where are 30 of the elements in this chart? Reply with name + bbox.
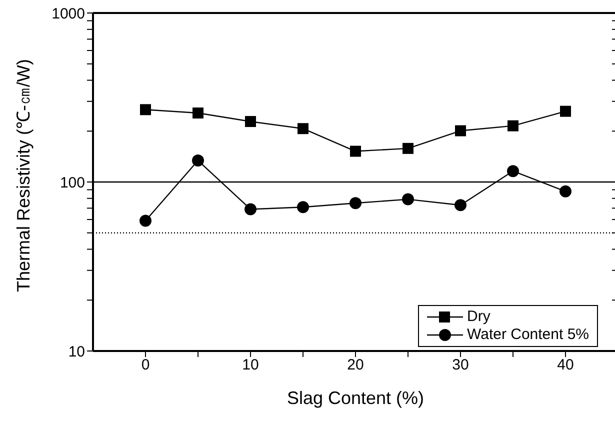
legend-label: Dry — [467, 308, 490, 325]
point — [297, 201, 309, 214]
legend-label: Water Content 5% — [467, 326, 589, 343]
point — [508, 120, 518, 132]
y-tick-label: 1000 — [52, 5, 85, 22]
point — [350, 146, 361, 157]
x-tick-label: 30 — [452, 356, 469, 374]
point — [507, 165, 519, 178]
point — [454, 199, 466, 212]
x-tick-label: 40 — [557, 356, 574, 374]
point — [192, 154, 204, 167]
x-axis-title: Slag Content (%) — [286, 388, 424, 408]
y-axis-title: Thermal Resistivity (℃-㎝/W) — [13, 59, 34, 292]
point — [560, 106, 571, 117]
x-tick-label: 20 — [347, 356, 364, 374]
point — [350, 197, 362, 210]
point — [244, 203, 256, 216]
y-tick-label: 10 — [68, 343, 85, 360]
point — [140, 104, 151, 116]
point — [192, 108, 204, 119]
x-tick-label: 0 — [141, 356, 150, 374]
point — [245, 116, 256, 128]
y-tick-label: 100 — [60, 174, 85, 192]
x-tick-label: 10 — [242, 356, 259, 374]
point — [140, 214, 152, 227]
point — [402, 142, 414, 154]
point — [402, 193, 414, 206]
point — [560, 185, 572, 198]
point — [455, 125, 466, 136]
point — [298, 123, 308, 134]
